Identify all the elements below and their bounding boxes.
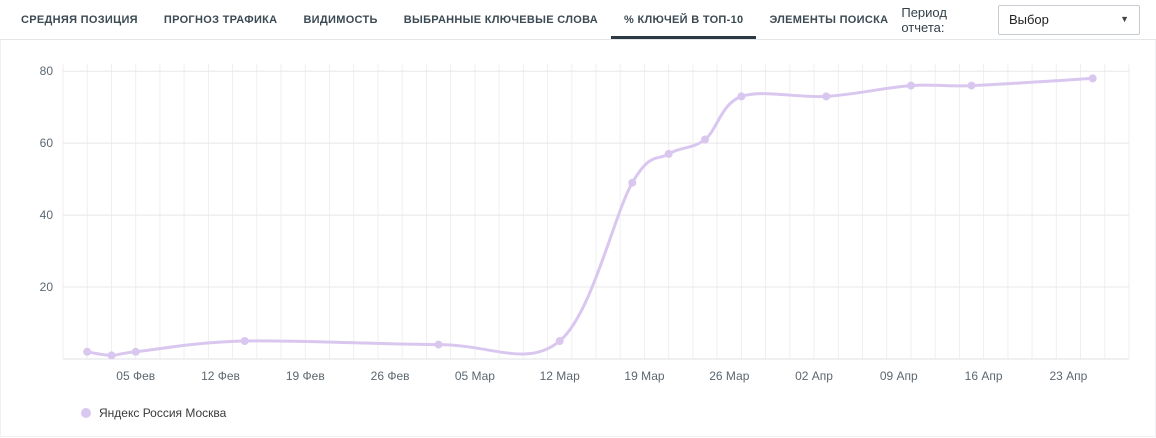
report-period-value: Выбор (1008, 12, 1049, 27)
legend-marker-icon (81, 408, 91, 418)
svg-text:09 Апр: 09 Апр (880, 369, 918, 383)
tab-keys-in-top10[interactable]: % КЛЮЧЕЙ В ТОП-10 (611, 0, 757, 39)
svg-text:05 Фев: 05 Фев (116, 369, 155, 383)
svg-text:20: 20 (40, 280, 54, 294)
line-chart[interactable]: 20 40 60 80 05 Фев 12 Фев 19 Фев 26 Фев 05 Мар 12… (3, 52, 1153, 397)
report-period-label: Период отчета: (901, 4, 947, 35)
svg-text:23 Апр: 23 Апр (1049, 369, 1087, 383)
svg-text:40: 40 (40, 208, 54, 222)
svg-text:26 Фев: 26 Фев (371, 369, 410, 383)
tab-avg-position[interactable]: СРЕДНЯЯ ПОЗИЦИЯ (21, 13, 138, 26)
svg-text:19 Мар: 19 Мар (624, 369, 664, 383)
chart-legend: Яндекс Россия Москва (3, 406, 1153, 420)
chart-tabbar: СРЕДНЯЯ ПОЗИЦИЯ ПРОГНОЗ ТРАФИКА ВИДИМОСТЬ В… (0, 0, 1156, 40)
svg-text:16 Апр: 16 Апр (965, 369, 1003, 383)
legend-label: Яндекс Россия Москва (99, 406, 227, 420)
report-period: Период отчета: Выбор ▼ (901, 0, 1140, 39)
svg-text:05 Мар: 05 Мар (455, 369, 495, 383)
svg-text:60: 60 (40, 136, 54, 150)
tab-visibility[interactable]: ВИДИМОСТЬ (303, 13, 378, 26)
tab-selected-keywords[interactable]: ВЫБРАННЫЕ КЛЮЧЕВЫЕ СЛОВА (403, 13, 599, 26)
tab-search-elements[interactable]: ЭЛЕМЕНТЫ ПОИСКА (769, 13, 889, 26)
tab-traffic-forecast[interactable]: ПРОГНОЗ ТРАФИКА (163, 13, 278, 26)
svg-text:19 Фев: 19 Фев (286, 369, 325, 383)
chart-panel: 20 40 60 80 05 Фев 12 Фев 19 Фев 26 Фев 05 Мар 12… (0, 40, 1156, 437)
svg-text:80: 80 (40, 64, 54, 78)
chevron-down-icon: ▼ (1120, 14, 1129, 24)
svg-text:12 Мар: 12 Мар (540, 369, 580, 383)
tabs: СРЕДНЯЯ ПОЗИЦИЯ ПРОГНОЗ ТРАФИКА ВИДИМОСТЬ В… (8, 0, 901, 39)
svg-text:12 Фев: 12 Фев (201, 369, 240, 383)
svg-text:02 Апр: 02 Апр (795, 369, 833, 383)
svg-text:26 Мар: 26 Мар (709, 369, 749, 383)
report-period-select[interactable]: Выбор ▼ (997, 4, 1140, 35)
